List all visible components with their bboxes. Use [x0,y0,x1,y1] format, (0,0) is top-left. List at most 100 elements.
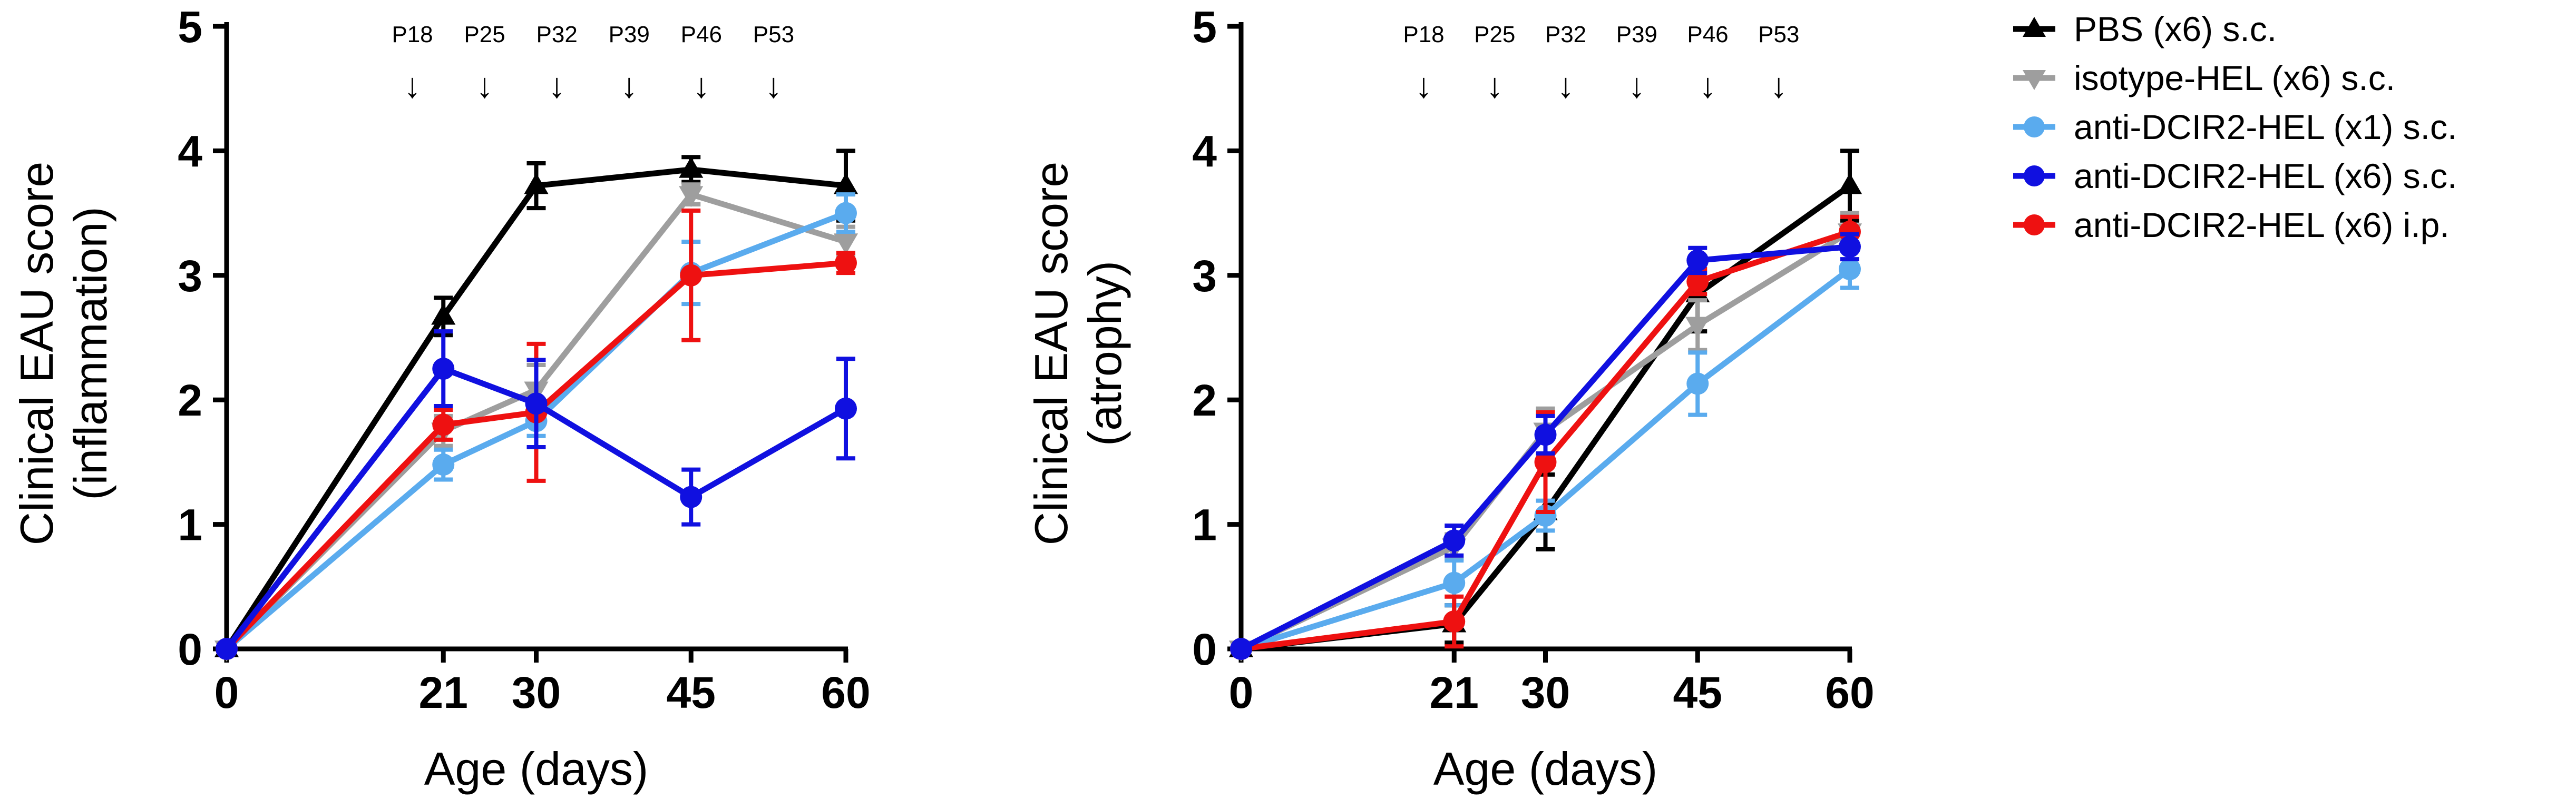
legend-entry: anti-DCIR2-HEL (x6) s.c. [2013,156,2457,195]
x-tick-label: 45 [1673,668,1722,717]
injection-day-label: P39 [1616,22,1657,47]
x-tick-label: 30 [1521,668,1570,717]
y-tick-label: 0 [178,625,202,674]
injection-arrow-icon: ↓ [548,66,565,105]
data-point [1230,638,1252,660]
data-point [835,397,857,420]
y-tick-label: 0 [1192,625,1217,674]
legend-label: anti-DCIR2-HEL (x6) s.c. [2074,156,2457,195]
data-point [525,392,548,415]
data-point [1443,571,1466,594]
legend-marker-icon [2023,17,2046,37]
injection-arrow-icon: ↓ [1557,66,1575,105]
legend-marker-icon [2023,70,2046,90]
data-point [680,264,702,287]
injection-arrow-icon: ↓ [476,66,493,105]
data-point [680,486,702,508]
y-axis-title: Clinical EAU score [1025,162,1077,546]
x-tick-label: 0 [214,668,239,717]
data-point [1686,270,1709,293]
y-axis-title: Clinical EAU score [11,162,63,546]
x-tick-label: 21 [419,668,468,717]
injection-day-label: P18 [1403,22,1444,47]
data-point [833,233,858,255]
data-point [1839,258,1861,280]
legend-marker-icon [2024,116,2045,137]
y-tick-label: 1 [178,500,202,550]
x-tick-label: 60 [1825,668,1874,717]
data-point [431,303,456,325]
data-point [1685,317,1710,338]
data-point [1839,235,1861,258]
x-tick-label: 21 [1430,668,1479,717]
injection-day-label: P46 [681,22,722,47]
y-axis-subtitle: (inflammation) [64,206,116,500]
x-tick-label: 30 [512,668,561,717]
injection-arrow-icon: ↓ [1486,66,1504,105]
injection-arrow-icon: ↓ [765,66,782,105]
legend-label: anti-DCIR2-HEL (x1) s.c. [2074,107,2457,146]
y-tick-label: 5 [1192,2,1217,52]
series-anti-dcir2-hel-x6-s-c [1230,232,1861,660]
data-point [833,173,858,194]
legend-label: isotype-HEL (x6) s.c. [2074,58,2395,97]
injection-arrow-icon: ↓ [1628,66,1645,105]
data-point [216,638,238,660]
y-tick-label: 3 [178,251,202,301]
y-tick-label: 4 [178,126,202,176]
injection-day-label: P53 [753,22,794,47]
y-tick-label: 2 [178,376,202,425]
y-tick-label: 4 [1192,126,1217,176]
data-point [1443,529,1466,552]
data-point [679,156,704,178]
x-axis-title: Age (days) [1433,743,1658,795]
x-axis-title: Age (days) [424,743,649,795]
injection-day-label: P18 [392,22,433,47]
legend-label: anti-DCIR2-HEL (x6) i.p. [2074,205,2450,244]
injection-day-label: P25 [1474,22,1515,47]
data-point [432,358,455,380]
data-point [679,186,704,208]
legend-marker-icon [2024,165,2045,186]
legend-label: PBS (x6) s.c. [2074,9,2277,48]
injection-day-label: P25 [464,22,505,47]
y-tick-label: 3 [1192,251,1217,301]
injection-day-label: P46 [1687,22,1728,47]
data-point [524,173,549,194]
injection-day-label: P32 [536,22,578,47]
injection-day-label: P53 [1758,22,1799,47]
injection-arrow-icon: ↓ [1770,66,1788,105]
data-point [1686,372,1709,395]
legend-entry: isotype-HEL (x6) s.c. [2013,58,2395,97]
x-tick-label: 0 [1229,668,1254,717]
data-point [432,453,455,476]
injection-arrow-icon: ↓ [620,66,638,105]
legend-entry: PBS (x6) s.c. [2013,9,2277,48]
series-anti-dcir2-hel-x6-s-c [216,329,857,660]
data-point [1534,423,1557,446]
injection-arrow-icon: ↓ [404,66,421,105]
y-tick-label: 1 [1192,500,1217,550]
chart-legend: PBS (x6) s.c. isotype-HEL (x6) s.c. anti-D… [2013,9,2457,244]
legend-marker-icon [2024,214,2045,235]
injection-day-label: P39 [609,22,650,47]
legend-entry: anti-DCIR2-HEL (x1) s.c. [2013,107,2457,146]
x-tick-label: 60 [821,668,870,717]
injection-arrow-icon: ↓ [692,66,710,105]
series-pbs-x6-s-c [1228,149,1862,657]
x-tick-label: 45 [667,668,716,717]
injection-day-label: P32 [1545,22,1586,47]
data-point [835,252,857,274]
injection-arrow-icon: ↓ [1699,66,1716,105]
data-point [1837,173,1862,194]
y-tick-label: 5 [178,2,202,52]
data-point [835,202,857,224]
data-point [1686,249,1709,272]
legend-entry: anti-DCIR2-HEL (x6) i.p. [2013,205,2450,244]
y-tick-label: 2 [1192,376,1217,425]
data-point [432,413,455,436]
data-point [1443,610,1466,633]
